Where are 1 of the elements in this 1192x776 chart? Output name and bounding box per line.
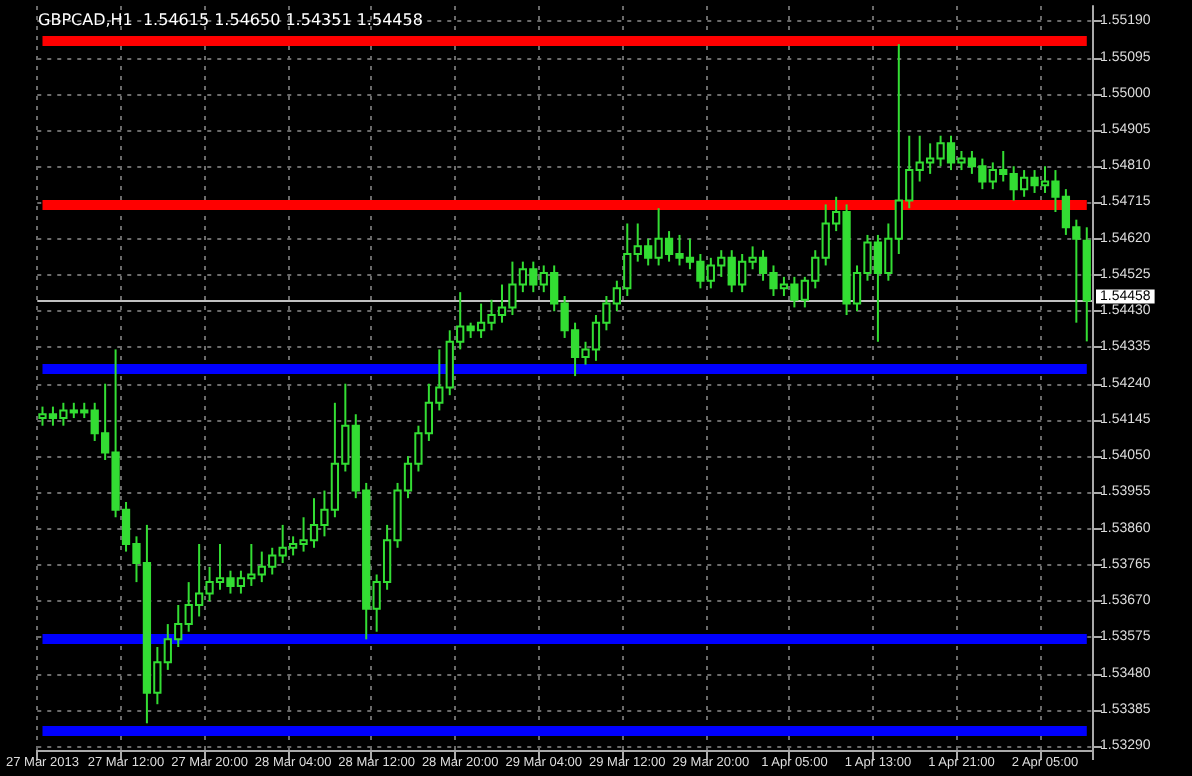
chart-title: GBPCAD,H1 1.54615 1.54650 1.54351 1.54458 (38, 11, 423, 29)
